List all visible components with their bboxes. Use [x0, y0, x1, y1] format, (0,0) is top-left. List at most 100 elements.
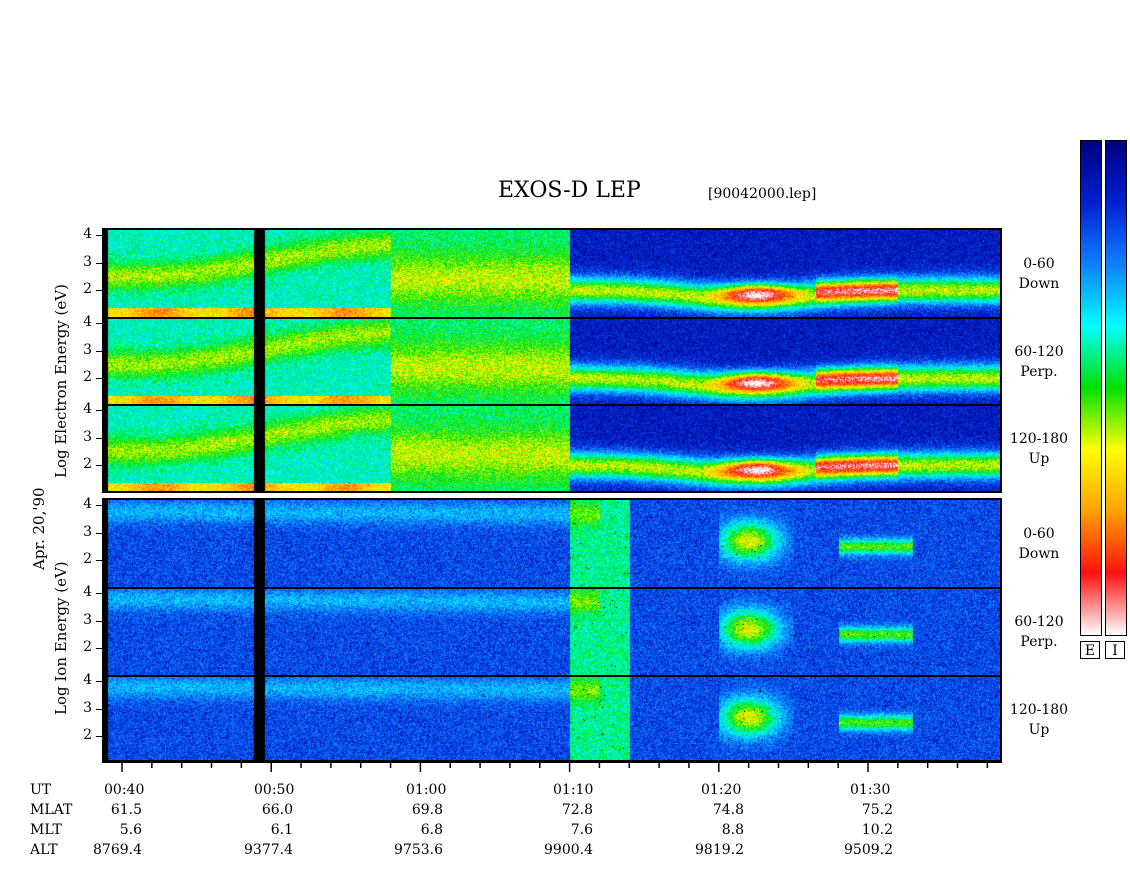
y-tick-mark — [96, 708, 104, 710]
pitch-angle-label: 60-120 Perp. — [1004, 342, 1074, 382]
alt-value: 8769.4 — [93, 842, 142, 858]
mlat-value: 72.8 — [561, 802, 593, 818]
y-tick-mark — [96, 235, 104, 237]
pitch-angle-label: 0-60 Down — [1004, 524, 1074, 564]
y-tick-mark — [96, 681, 104, 683]
pitch-angle-direction: Up — [1028, 451, 1050, 467]
mlt-value: 6.8 — [420, 822, 443, 838]
y-tick-mark — [96, 464, 104, 466]
alt-value: 9819.2 — [695, 842, 744, 858]
row-label-ut: UT — [30, 782, 52, 798]
mlat-value: 74.8 — [712, 802, 744, 818]
ut-value: 01:30 — [850, 782, 891, 798]
mlat-value: 75.2 — [861, 802, 893, 818]
pitch-angle-range: 120-180 — [1009, 702, 1069, 718]
y-tick-mark — [96, 323, 104, 325]
mlt-value: 8.8 — [721, 822, 744, 838]
alt-value: 9753.6 — [394, 842, 443, 858]
y-tick-label: 3 — [83, 341, 92, 358]
row-label-mlt: MLT — [30, 822, 62, 838]
y-tick-mark — [96, 532, 104, 534]
pitch-angle-label: 120-180 Up — [1004, 429, 1074, 469]
y-tick-mark — [96, 377, 104, 379]
pitch-angle-direction: Down — [1018, 276, 1060, 292]
row-label-mlat: MLAT — [30, 802, 73, 818]
y-tick-label: 2 — [83, 726, 92, 743]
spectrogram-panel-4 — [104, 500, 1000, 587]
mlat-value: 69.8 — [411, 802, 443, 818]
file-name: [90042000.lep] — [708, 186, 817, 202]
y-tick-mark — [96, 289, 104, 291]
y-tick-label: 2 — [83, 638, 92, 655]
pitch-angle-range: 0-60 — [1023, 256, 1055, 272]
y-tick-label: 3 — [83, 611, 92, 628]
y-tick-label: 3 — [83, 699, 92, 716]
spectrogram-panel-3 — [104, 405, 1000, 492]
y-tick-label: 3 — [83, 253, 92, 270]
ion-y-axis-label: Log Ion Energy (eV) — [52, 561, 70, 715]
y-tick-label: 2 — [83, 550, 92, 567]
y-tick-mark — [96, 593, 104, 595]
y-tick-label: 4 — [83, 672, 92, 689]
pitch-angle-label: 60-120 Perp. — [1004, 612, 1074, 652]
pitch-angle-direction: Up — [1028, 722, 1050, 738]
pitch-angle-label: 120-180 Up — [1004, 700, 1074, 740]
date-label: Apr. 20,'90 — [30, 487, 48, 570]
electron-colorbar — [1080, 140, 1102, 636]
y-tick-mark — [96, 350, 104, 352]
chart-title: EXOS-D LEP — [498, 178, 641, 203]
colorbar-label-e: E — [1080, 641, 1100, 659]
y-tick-label: 4 — [83, 401, 92, 418]
y-tick-mark — [96, 262, 104, 264]
y-tick-label: 4 — [83, 226, 92, 243]
mlat-value: 66.0 — [261, 802, 293, 818]
pitch-angle-direction: Perp. — [1020, 634, 1058, 650]
mlt-value: 5.6 — [119, 822, 142, 838]
y-tick-label: 2 — [83, 280, 92, 297]
pitch-angle-range: 120-180 — [1009, 431, 1069, 447]
colorbar-label-i: I — [1105, 641, 1125, 659]
row-label-alt: ALT — [30, 842, 58, 858]
spectrogram-panel-5 — [104, 588, 1000, 675]
panel-divider — [102, 675, 1002, 677]
y-tick-label: 4 — [83, 496, 92, 513]
pitch-angle-direction: Down — [1018, 546, 1060, 562]
y-tick-mark — [96, 437, 104, 439]
y-tick-mark — [96, 559, 104, 561]
ion-panel-frame — [102, 498, 1002, 763]
ut-value: 01:00 — [406, 782, 447, 798]
alt-value: 9509.2 — [844, 842, 893, 858]
spectrogram-panel-6 — [104, 676, 1000, 763]
y-tick-mark — [96, 620, 104, 622]
panel-divider — [102, 404, 1002, 406]
ion-colorbar — [1105, 140, 1127, 636]
y-tick-label: 4 — [83, 584, 92, 601]
y-tick-label: 3 — [83, 523, 92, 540]
panel-divider — [102, 317, 1002, 319]
ut-value: 00:50 — [254, 782, 295, 798]
pitch-angle-direction: Perp. — [1020, 364, 1058, 380]
y-tick-label: 4 — [83, 314, 92, 331]
panel-divider — [102, 587, 1002, 589]
ut-value: 01:10 — [553, 782, 594, 798]
y-tick-mark — [96, 410, 104, 412]
ut-value: 00:40 — [104, 782, 145, 798]
electron-panel-frame — [102, 228, 1002, 493]
mlt-value: 7.6 — [570, 822, 593, 838]
alt-value: 9377.4 — [244, 842, 293, 858]
spectrogram-panel-2 — [104, 318, 1000, 405]
mlt-value: 6.1 — [270, 822, 293, 838]
pitch-angle-range: 60-120 — [1014, 344, 1064, 360]
spectrogram-panel-1 — [104, 230, 1000, 317]
y-tick-mark — [96, 735, 104, 737]
y-tick-label: 2 — [83, 368, 92, 385]
electron-y-axis-label: Log Electron Energy (eV) — [52, 284, 70, 478]
pitch-angle-range: 60-120 — [1014, 614, 1064, 630]
mlat-value: 61.5 — [110, 802, 142, 818]
y-tick-label: 3 — [83, 428, 92, 445]
ut-value: 01:20 — [701, 782, 742, 798]
alt-value: 9900.4 — [544, 842, 593, 858]
pitch-angle-range: 0-60 — [1023, 526, 1055, 542]
pitch-angle-label: 0-60 Down — [1004, 254, 1074, 294]
y-tick-mark — [96, 505, 104, 507]
